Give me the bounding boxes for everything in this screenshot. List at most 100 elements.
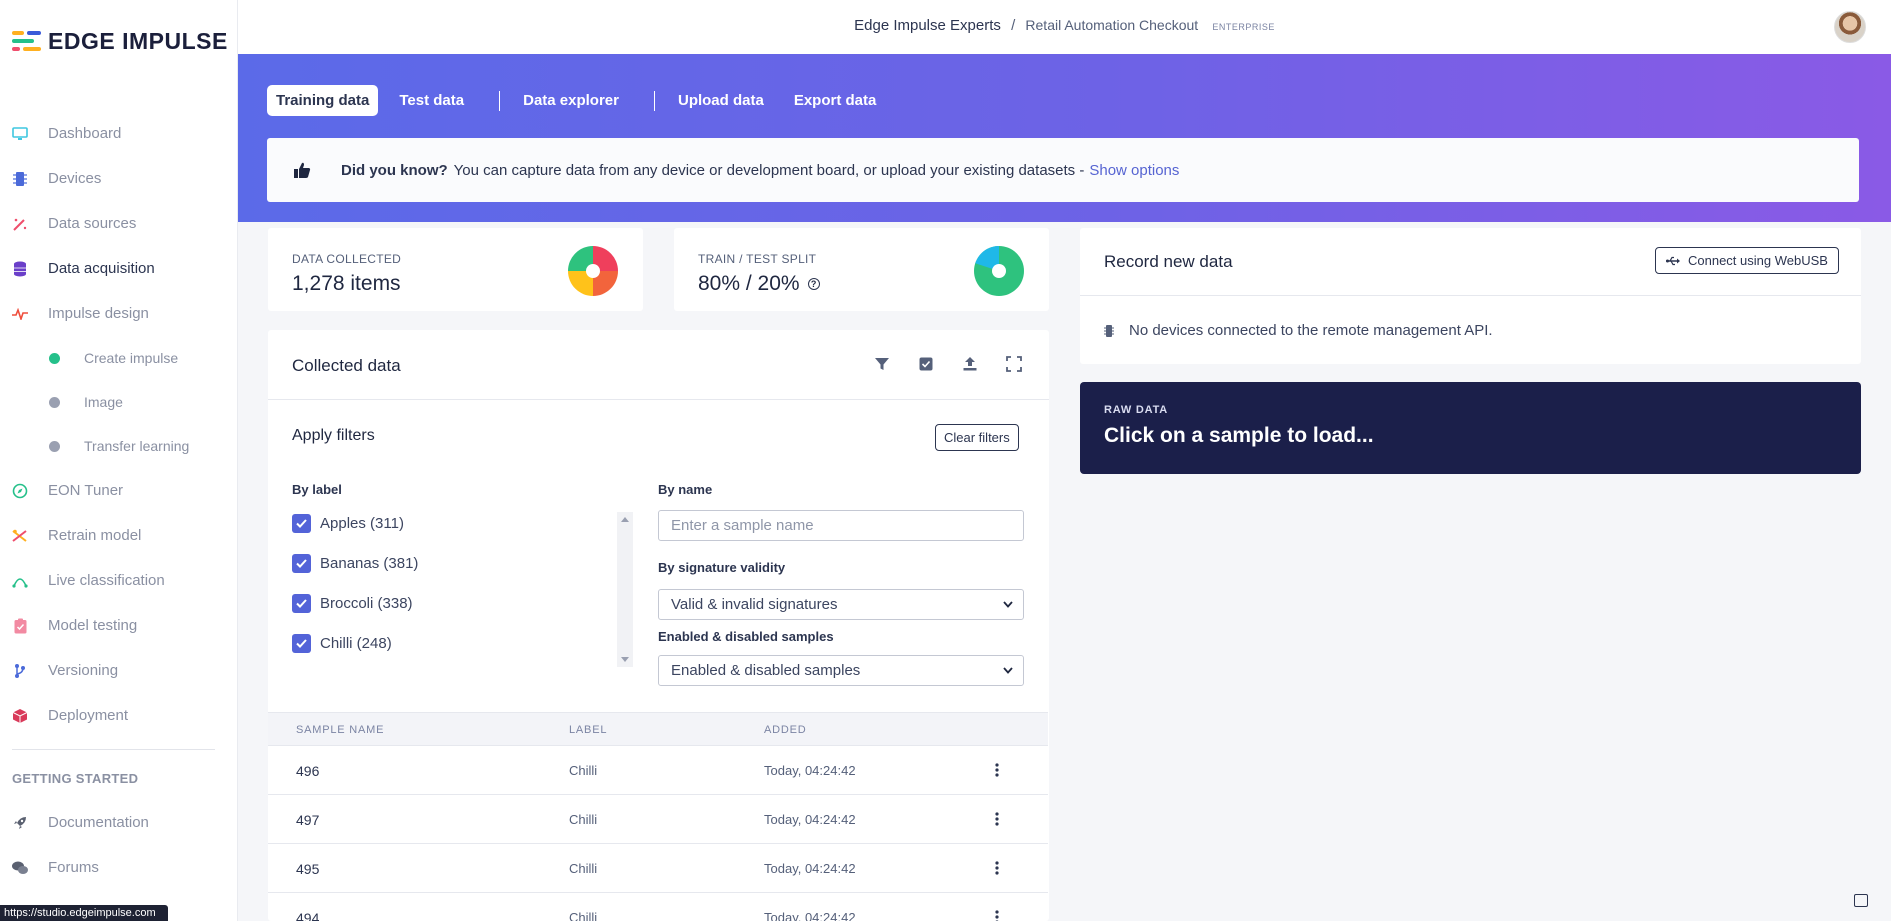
upload-icon[interactable]: [962, 356, 978, 372]
status-dot-pending: [49, 396, 60, 408]
rocket-icon: [12, 815, 28, 831]
filter-icon[interactable]: [874, 356, 890, 372]
card-divider: [268, 399, 1049, 400]
sidebar-item-versioning[interactable]: Versioning: [0, 648, 238, 693]
sidebar-item-label: Data acquisition: [48, 260, 155, 277]
usb-icon: [1666, 256, 1680, 265]
enabled-samples-value: Enabled & disabled samples: [671, 662, 861, 679]
table-row[interactable]: 496 Chilli Today, 04:24:42: [268, 746, 1048, 795]
data-collected-card: DATA COLLECTED 1,278 items: [268, 228, 643, 311]
sidebar-item-label: Documentation: [48, 814, 149, 831]
plan-badge: ENTERPRISE: [1212, 22, 1275, 32]
raw-data-title: Click on a sample to load...: [1104, 424, 1374, 447]
no-devices-text: No devices connected to the remote manag…: [1129, 322, 1493, 339]
checkbox-checked-icon[interactable]: [292, 633, 311, 653]
package-icon: [12, 708, 28, 724]
status-bar-url: https://studio.edgeimpulse.com: [0, 905, 168, 921]
raw-data-panel: RAW DATA Click on a sample to load...: [1080, 382, 1861, 474]
scroll-up-icon[interactable]: [621, 517, 629, 522]
data-collected-value: 1,278 items: [292, 272, 401, 295]
tab-divider: [653, 90, 655, 111]
sidebar-item-label: Model testing: [48, 617, 138, 634]
monitor-icon: [12, 126, 28, 142]
section-title-getting-started: GETTING STARTED: [12, 771, 139, 786]
label-filter-broccoli[interactable]: Broccoli (338): [292, 583, 592, 623]
sidebar-item-eon-tuner[interactable]: EON Tuner: [0, 468, 238, 513]
signature-validity-select[interactable]: Valid & invalid signatures: [658, 589, 1024, 620]
by-name-heading: By name: [658, 482, 713, 497]
sample-name-input[interactable]: Enter a sample name: [658, 510, 1024, 541]
column-header-sample-name[interactable]: SAMPLE NAME: [296, 724, 385, 736]
sidebar-nav: Dashboard Devices Data sources Data acqu…: [0, 111, 238, 738]
table-row[interactable]: 494 Chilli Today, 04:24:42: [268, 893, 1048, 921]
connect-webusb-button[interactable]: Connect using WebUSB: [1655, 247, 1839, 274]
page-header-banner: Training data Test data Data explorer Up…: [238, 54, 1891, 222]
sidebar-subitem-transfer-learning[interactable]: Transfer learning: [0, 424, 238, 468]
tab-test-data[interactable]: Test data: [399, 92, 465, 109]
table-row[interactable]: 497 Chilli Today, 04:24:42: [268, 795, 1048, 844]
comments-icon: [12, 860, 28, 876]
breadcrumb-project[interactable]: Retail Automation Checkout: [1025, 17, 1199, 33]
sidebar-item-documentation[interactable]: Documentation: [0, 800, 238, 845]
sidebar-item-dashboard[interactable]: Dashboard: [0, 111, 238, 156]
tab-export-data[interactable]: Export data: [793, 92, 877, 109]
sidebar-item-retrain-model[interactable]: Retrain model: [0, 513, 238, 558]
label-list-scrollbar[interactable]: [617, 512, 633, 667]
label-cell: Chilli: [569, 812, 598, 827]
status-dot-pending: [49, 440, 60, 452]
scroll-down-icon[interactable]: [621, 657, 629, 662]
show-options-link[interactable]: Show options: [1089, 161, 1180, 179]
column-header-label[interactable]: LABEL: [569, 724, 608, 736]
feedback-chat-icon[interactable]: [1854, 894, 1868, 907]
checkbox-checked-icon[interactable]: [292, 593, 311, 613]
select-checkbox-icon[interactable]: [918, 356, 934, 372]
sidebar-subitem-image[interactable]: Image: [0, 380, 238, 424]
label-filter-chilli[interactable]: Chilli (248): [292, 623, 592, 663]
label-filter-apples[interactable]: Apples (311): [292, 503, 592, 543]
more-options-icon[interactable]: [995, 812, 999, 826]
label-cell: Chilli: [569, 763, 598, 778]
more-options-icon[interactable]: [995, 763, 999, 777]
clear-filters-button[interactable]: Clear filters: [935, 424, 1019, 451]
tab-training-data[interactable]: Training data: [267, 85, 379, 116]
table-row[interactable]: 495 Chilli Today, 04:24:42: [268, 844, 1048, 893]
sidebar-item-data-acquisition[interactable]: Data acquisition: [0, 246, 238, 291]
tab-upload-data[interactable]: Upload data: [677, 92, 764, 109]
database-icon: [12, 261, 28, 277]
sidebar-subitem-label: Create impulse: [84, 350, 179, 366]
expand-icon[interactable]: [1006, 356, 1022, 372]
collected-data-card: Collected data Apply filters Clear filte…: [268, 330, 1049, 921]
sidebar-item-data-sources[interactable]: Data sources: [0, 201, 238, 246]
more-options-icon[interactable]: [995, 910, 999, 921]
antenna-icon: [12, 573, 28, 589]
sidebar-item-live-classification[interactable]: Live classification: [0, 558, 238, 603]
column-header-added[interactable]: ADDED: [764, 724, 807, 736]
tab-data-explorer[interactable]: Data explorer: [523, 92, 619, 109]
sidebar-item-devices[interactable]: Devices: [0, 156, 238, 201]
enabled-samples-select[interactable]: Enabled & disabled samples: [658, 655, 1024, 686]
sidebar-subitem-create-impulse[interactable]: Create impulse: [0, 336, 238, 380]
label-filter-bananas[interactable]: Bananas (381): [292, 543, 592, 583]
breadcrumb-org[interactable]: Edge Impulse Experts: [854, 17, 1001, 34]
sidebar-help-nav: Documentation Forums: [0, 800, 238, 890]
apply-filters-title: Apply filters: [292, 427, 375, 444]
train-test-split-card: TRAIN / TEST SPLIT 80% / 20%?: [674, 228, 1049, 311]
samples-table: SAMPLE NAME LABEL ADDED 496 Chilli Today…: [268, 712, 1049, 921]
more-options-icon[interactable]: [995, 861, 999, 875]
enabled-samples-heading: Enabled & disabled samples: [658, 629, 834, 644]
sidebar-item-forums[interactable]: Forums: [0, 845, 238, 890]
user-avatar[interactable]: [1834, 11, 1866, 43]
sidebar-item-impulse-design[interactable]: Impulse design: [0, 291, 238, 336]
record-new-data-title: Record new data: [1104, 252, 1233, 271]
split-value-text: 80% / 20%: [698, 272, 800, 295]
label-filter-text: Apples (311): [320, 514, 404, 532]
logo[interactable]: EDGE IMPULSE: [12, 26, 228, 56]
sidebar-item-model-testing[interactable]: Model testing: [0, 603, 238, 648]
checkbox-checked-icon[interactable]: [292, 513, 311, 533]
checkbox-checked-icon[interactable]: [292, 553, 311, 573]
breadcrumb-separator: /: [1011, 17, 1016, 34]
card-divider: [1080, 295, 1861, 296]
label-cell: Chilli: [569, 910, 598, 921]
help-icon[interactable]: ?: [807, 278, 820, 290]
sidebar-item-deployment[interactable]: Deployment: [0, 693, 238, 738]
